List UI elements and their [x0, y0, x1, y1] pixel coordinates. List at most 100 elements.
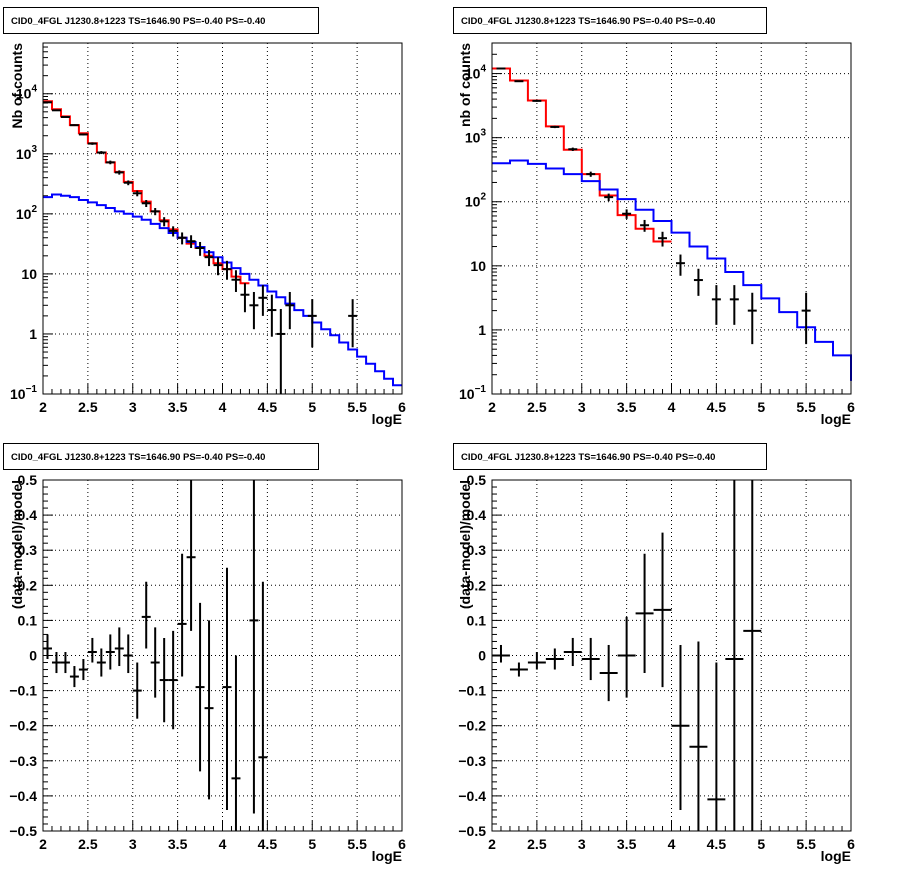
x-tick-label: 2 [39, 836, 47, 852]
data-point [599, 644, 618, 702]
y-axis-title: (data-model)/model [9, 480, 25, 609]
x-axis-title: logE [372, 848, 402, 864]
x-tick-label: 3.5 [617, 836, 637, 852]
chart-title-box [3, 443, 319, 470]
data-point [348, 299, 358, 348]
x-tick-label: 2.5 [527, 836, 547, 852]
x-axis-title: logE [821, 411, 851, 427]
y-tick-label: 104 [465, 64, 487, 82]
x-axis-title: logE [372, 411, 402, 427]
data-point [60, 651, 70, 674]
y-tick-label: 0.5 [18, 472, 38, 488]
y-tick-label: 0.4 [18, 507, 38, 523]
data-point [276, 309, 286, 394]
data-point [707, 662, 726, 831]
x-tick-label: 2.5 [527, 399, 547, 415]
model-source-line [43, 193, 402, 387]
x-tick-label: 3 [578, 836, 586, 852]
y-tick-label: 0.2 [18, 577, 38, 593]
x-tick-label: 2 [488, 399, 496, 415]
data-point [729, 285, 739, 325]
y-tick-label: 102 [465, 192, 487, 210]
data-point [711, 285, 721, 325]
plot-frame [491, 42, 852, 395]
data-point [307, 299, 317, 348]
x-tick-label: 5 [308, 399, 316, 415]
y-tick-label: −0.1 [9, 683, 37, 699]
data-point [204, 620, 214, 800]
x-tick-label: 3 [129, 836, 137, 852]
x-tick-label: 6 [847, 836, 855, 852]
data-point [87, 142, 97, 145]
data-point [60, 116, 70, 119]
data-point [285, 291, 295, 330]
data-point [581, 637, 600, 681]
data-point [689, 641, 708, 831]
y-tick-label: −0.1 [458, 683, 486, 699]
y-tick-label: 102 [16, 204, 38, 222]
data-point [693, 268, 703, 296]
data-point [105, 160, 115, 165]
model-total-line [492, 67, 672, 243]
data-point [492, 644, 510, 663]
x-tick-label: 5.5 [347, 399, 367, 415]
data-point [550, 125, 560, 129]
data-point [532, 99, 542, 102]
y-axis-title: nb of counts [457, 43, 473, 127]
y-tick-label: 10−1 [10, 384, 37, 402]
plot-frame [491, 479, 852, 832]
data-point [51, 109, 61, 112]
x-tick-label: 3.5 [168, 399, 188, 415]
y-tick-label: 0.1 [467, 612, 487, 628]
data-point [267, 294, 277, 337]
data-point [622, 209, 632, 219]
data-point [563, 637, 582, 667]
data-point [150, 627, 160, 698]
data-point [43, 101, 52, 104]
data-point [177, 553, 187, 677]
data-point [105, 634, 115, 670]
y-tick-label: 1 [29, 326, 37, 342]
x-tick-label: 4 [668, 836, 676, 852]
y-tick-label: 103 [16, 144, 38, 162]
chart-panel-4: CID0_4FGL J1230.8+1223 TS=1646.90 PS=-0.… [453, 443, 855, 864]
data-point [78, 133, 88, 136]
plot-frame [42, 479, 403, 832]
chart-title: CID0_4FGL J1230.8+1223 TS=1646.90 PS=-0.… [11, 16, 265, 27]
data-point [150, 208, 160, 216]
data-point [258, 285, 268, 316]
data-point [159, 637, 169, 723]
y-tick-label: 0 [29, 648, 37, 664]
x-axis-title: logE [821, 848, 851, 864]
data-point [195, 241, 205, 256]
chart-title: CID0_4FGL J1230.8+1223 TS=1646.90 PS=-0.… [461, 16, 715, 27]
y-tick-label: 0.5 [467, 472, 487, 488]
data-point [213, 257, 223, 276]
data-point [168, 630, 178, 730]
chart-title-box [453, 7, 767, 34]
data-point [675, 254, 685, 276]
data-point [195, 602, 205, 772]
data-point [69, 124, 79, 127]
data-point [168, 226, 178, 237]
data-point [186, 480, 196, 631]
data-point [640, 219, 650, 232]
x-tick-label: 2 [488, 836, 496, 852]
data-point [123, 180, 133, 186]
y-tick-label: 10−1 [459, 384, 486, 402]
data-point [747, 292, 757, 345]
y-tick-label: −0.5 [9, 823, 37, 839]
x-tick-label: 3.5 [617, 399, 637, 415]
data-point [159, 217, 169, 227]
y-tick-label: 0.1 [18, 612, 38, 628]
data-point [527, 651, 546, 670]
x-tick-label: 6 [398, 836, 406, 852]
data-point [231, 655, 241, 831]
data-point [635, 553, 654, 674]
data-point [186, 235, 196, 248]
data-point [87, 637, 97, 663]
x-tick-label: 4 [668, 399, 676, 415]
x-tick-label: 5 [757, 399, 765, 415]
data-point [78, 659, 88, 681]
data-point [568, 147, 578, 151]
